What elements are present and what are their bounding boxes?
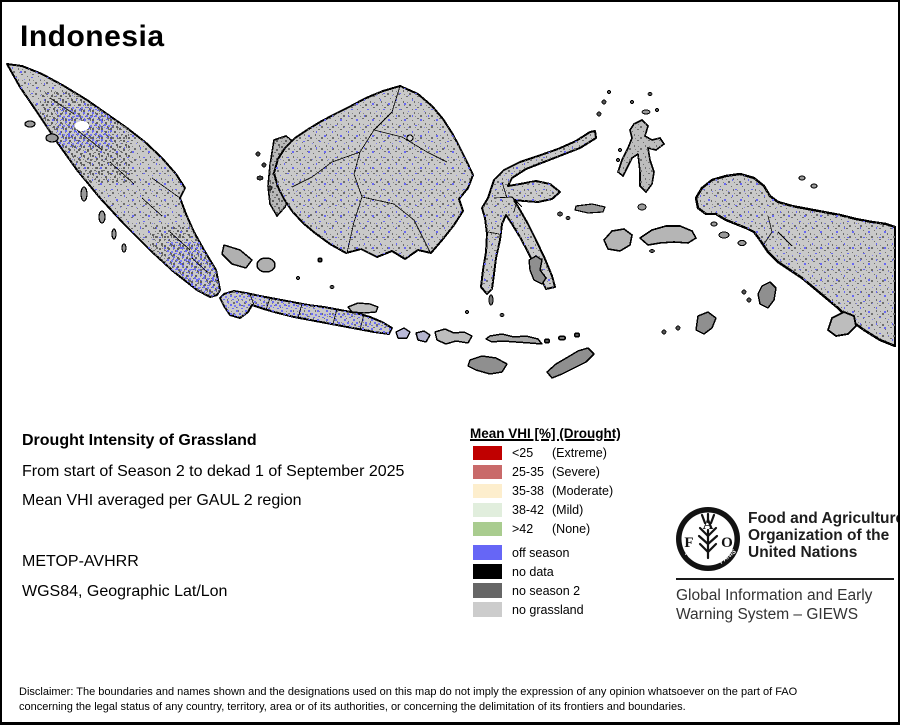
fao-logo-icon: F A O FIAT PANIS [676,507,740,571]
legend-row-none: >42 (None) [473,522,590,536]
fao-separator-line [676,578,894,580]
legend-swatch-mild [473,503,502,517]
malay-peninsula-tip [255,135,302,217]
legend-swatch-off-season [473,545,502,560]
sula-islands [574,203,606,214]
bali-island [395,327,411,339]
legend-swatch-severe [473,465,502,479]
svg-text:A: A [703,517,714,533]
lake-toba [75,121,89,131]
timor-island [546,347,595,379]
sumba-island [467,355,508,375]
natuna-island [406,134,414,142]
legend-row-no-season-2: no season 2 [473,583,580,598]
bangka-belitung [221,244,323,273]
map-method-line: Mean VHI averaged per GAUL 2 region [22,492,302,509]
disclaimer: Disclaimer: The boundaries and names sho… [19,685,797,714]
mentawai-islands [24,120,127,253]
svg-text:F: F [684,535,693,551]
info-block: Drought Intensity of Grassland From star… [22,433,472,613]
fao-giews-block: F A O FIAT PANIS Food and Agriculture Or… [675,506,900,631]
legend-row-severe: 25-35 (Severe) [473,465,600,479]
sensor-label: METOP-AVHRR [22,553,139,570]
legend-row-off-season: off season [473,545,569,560]
seram-island [639,225,697,246]
island-kalimantan [273,85,474,260]
yos-sudarso-island [827,311,857,337]
buton-island [528,255,547,285]
legend-swatch-no-season-2 [473,583,502,598]
island-sulawesi [480,90,611,306]
giews-label: Global Information and Early Warning Sys… [676,587,873,623]
projection-label: WGS84, Geographic Lat/Lon [22,583,228,600]
legend: Mean VHI [%] (Drought) <25 (Extreme) 25-… [470,426,670,626]
fao-organization-name: Food and Agriculture Organization of the… [748,510,900,561]
island-java [219,290,393,335]
svg-text:O: O [721,535,733,551]
disclaimer-line-1: Disclaimer: The boundaries and names sho… [19,686,798,698]
legend-swatch-moderate [473,484,502,498]
maluku-islands [574,92,697,253]
legend-swatch-no-grassland [473,602,502,617]
legend-row-extreme: <25 (Extreme) [473,446,607,460]
legend-swatch-extreme [473,446,502,460]
lesser-sunda-islands [395,327,595,379]
legend-row-no-grassland: no grassland [473,602,584,617]
legend-row-mild: 38-42 (Mild) [473,503,583,517]
legend-row-moderate: 35-38 (Moderate) [473,484,613,498]
legend-swatch-no-data [473,564,502,579]
legend-title: Mean VHI [%] (Drought) [470,426,621,441]
madura-island [347,302,379,314]
buru-island [603,228,633,252]
disclaimer-line-2: concerning the legal status of any count… [19,700,686,713]
legend-swatch-none [473,522,502,536]
island-papua [694,172,897,348]
island-sumatra [6,63,221,298]
map-subject-heading: Drought Intensity of Grassland [22,432,257,449]
page-title: Indonesia [20,20,165,53]
legend-row-no-data: no data [473,564,554,579]
aru-tanimbar-islands [296,276,777,335]
map-period-line: From start of Season 2 to dekad 1 of Sep… [22,463,405,480]
